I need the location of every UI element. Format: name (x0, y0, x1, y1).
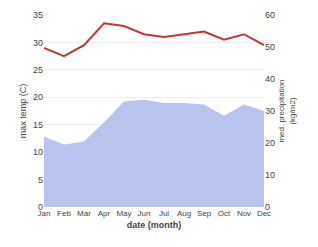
svg-text:Sep: Sep (197, 209, 212, 218)
svg-text:15: 15 (33, 120, 43, 130)
svg-text:10: 10 (265, 170, 275, 180)
svg-text:60: 60 (265, 10, 275, 20)
svg-text:max temp (C): max temp (C) (18, 84, 28, 139)
svg-text:30: 30 (265, 106, 275, 116)
svg-text:50: 50 (265, 42, 275, 52)
svg-text:Dec: Dec (257, 209, 271, 218)
svg-text:35: 35 (33, 10, 43, 20)
svg-text:Apr: Apr (98, 209, 111, 218)
svg-text:Oct: Oct (218, 209, 231, 218)
svg-text:Aug: Aug (177, 209, 191, 218)
svg-text:May: May (116, 209, 131, 218)
svg-text:30: 30 (33, 38, 43, 48)
svg-text:Mar: Mar (77, 209, 91, 218)
svg-text:Jul: Jul (159, 209, 169, 218)
svg-text:20: 20 (265, 138, 275, 148)
svg-text:Jan: Jan (38, 209, 51, 218)
svg-text:Nov: Nov (237, 209, 251, 218)
svg-text:0: 0 (265, 202, 270, 212)
svg-text:Feb: Feb (57, 209, 71, 218)
svg-text:10: 10 (33, 147, 43, 157)
svg-text:20: 20 (33, 92, 43, 102)
svg-text:date (month): date (month) (127, 220, 182, 230)
svg-text:med. precipitation(kg/m2): med. precipitation(kg/m2) (277, 79, 296, 142)
svg-text:25: 25 (33, 65, 43, 75)
svg-text:Jun: Jun (138, 209, 151, 218)
svg-text:5: 5 (38, 175, 43, 185)
svg-text:40: 40 (265, 74, 275, 84)
svg-text:0: 0 (38, 202, 43, 212)
